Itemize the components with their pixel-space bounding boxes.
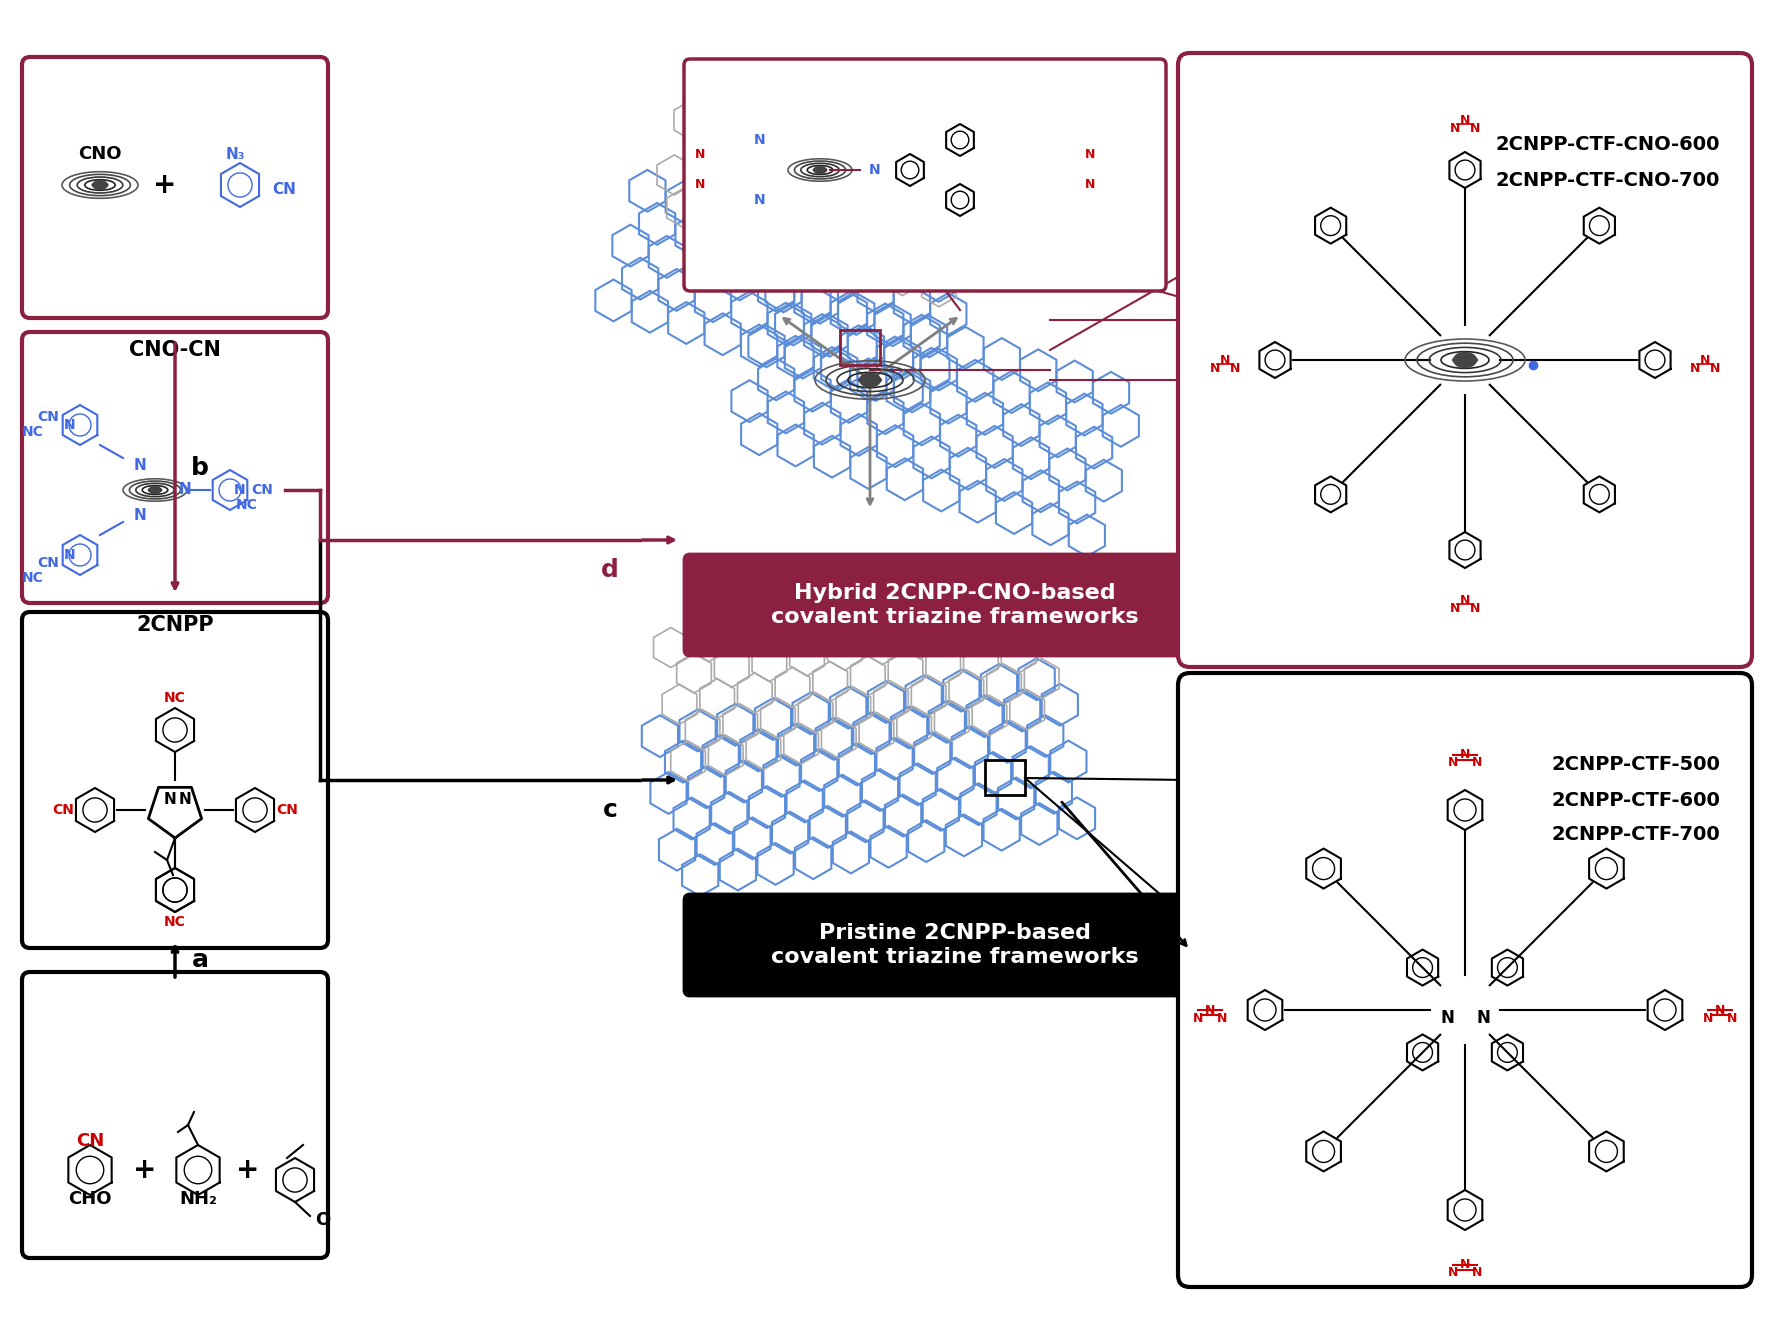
Text: N: N: [1469, 602, 1480, 615]
Text: N: N: [1085, 179, 1096, 192]
Text: CNO: CNO: [78, 144, 122, 163]
Text: N: N: [1460, 594, 1471, 607]
Text: CN: CN: [273, 183, 296, 197]
Text: N: N: [1448, 757, 1458, 770]
FancyBboxPatch shape: [1179, 53, 1752, 666]
FancyBboxPatch shape: [1179, 673, 1752, 1287]
Text: N: N: [1216, 1011, 1227, 1024]
Ellipse shape: [92, 180, 108, 191]
FancyBboxPatch shape: [21, 57, 327, 318]
Text: N: N: [1441, 1010, 1453, 1027]
Bar: [841, 330, 880, 364]
Text: N: N: [133, 457, 147, 473]
Text: NC: NC: [21, 571, 44, 586]
FancyBboxPatch shape: [21, 333, 327, 603]
Text: +: +: [133, 1155, 158, 1185]
Text: N: N: [1699, 354, 1710, 367]
Text: a: a: [191, 947, 209, 973]
Ellipse shape: [1453, 351, 1476, 368]
Text: 2CNPP-CTF-CNO-700: 2CNPP-CTF-CNO-700: [1496, 171, 1720, 189]
Text: d: d: [602, 558, 620, 582]
Text: N: N: [234, 484, 246, 497]
Text: N: N: [1715, 1003, 1726, 1016]
Text: CN: CN: [251, 484, 273, 497]
Text: N: N: [1710, 362, 1720, 375]
Text: 2CNPP: 2CNPP: [136, 615, 214, 635]
Text: N: N: [1690, 362, 1701, 375]
Text: N: N: [1211, 362, 1220, 375]
FancyBboxPatch shape: [683, 894, 1227, 996]
FancyBboxPatch shape: [683, 60, 1166, 292]
Ellipse shape: [149, 485, 161, 494]
Text: +: +: [237, 1155, 260, 1185]
Text: N: N: [133, 507, 147, 522]
Text: N: N: [64, 549, 76, 562]
Text: CN: CN: [37, 409, 58, 424]
Text: N: N: [1460, 749, 1471, 762]
Text: CN: CN: [276, 803, 297, 818]
Text: 2CNPP-CTF-500: 2CNPP-CTF-500: [1551, 755, 1720, 775]
FancyBboxPatch shape: [21, 612, 327, 947]
Text: N: N: [1450, 602, 1460, 615]
Text: NH₂: NH₂: [179, 1190, 218, 1208]
Ellipse shape: [858, 372, 881, 388]
Text: CN: CN: [51, 803, 74, 818]
Ellipse shape: [814, 166, 827, 175]
Text: c: c: [602, 798, 618, 822]
Text: CHO: CHO: [69, 1190, 112, 1208]
Text: N: N: [1473, 757, 1481, 770]
Text: N: N: [1230, 362, 1241, 375]
Text: b: b: [191, 456, 209, 480]
Text: NC: NC: [235, 498, 258, 511]
Text: N: N: [179, 482, 191, 497]
Text: N: N: [869, 163, 881, 178]
Text: N: N: [1450, 122, 1460, 135]
Text: N: N: [754, 132, 766, 147]
Text: Pristine 2CNPP-based
covalent triazine frameworks: Pristine 2CNPP-based covalent triazine f…: [772, 922, 1138, 967]
Text: N: N: [1193, 1011, 1204, 1024]
Text: CN: CN: [76, 1132, 104, 1150]
Text: NC: NC: [165, 916, 186, 929]
FancyBboxPatch shape: [21, 973, 327, 1257]
Text: CN: CN: [37, 556, 58, 570]
Text: CNO-CN: CNO-CN: [129, 341, 221, 360]
Text: 2CNPP-CTF-600: 2CNPP-CTF-600: [1551, 791, 1720, 810]
Text: NC: NC: [165, 692, 186, 705]
Text: N: N: [1220, 354, 1230, 367]
Text: 2CNPP-CTF-CNO-600: 2CNPP-CTF-CNO-600: [1496, 135, 1720, 155]
Text: O: O: [315, 1211, 331, 1230]
Text: N: N: [163, 792, 177, 807]
Text: N: N: [1476, 1010, 1490, 1027]
Text: N: N: [1448, 1267, 1458, 1280]
Text: Hybrid 2CNPP-CNO-based
covalent triazine frameworks: Hybrid 2CNPP-CNO-based covalent triazine…: [772, 583, 1138, 628]
Text: NC: NC: [21, 425, 44, 439]
Bar: [984, 761, 1025, 795]
Text: +: +: [154, 171, 177, 199]
Text: N: N: [1205, 1003, 1216, 1016]
Text: N: N: [1473, 1267, 1481, 1280]
Text: N: N: [1728, 1011, 1736, 1024]
Text: N: N: [1703, 1011, 1713, 1024]
Text: N: N: [696, 148, 704, 162]
Text: 2CNPP-CTF-700: 2CNPP-CTF-700: [1551, 825, 1720, 844]
Text: N₃: N₃: [225, 147, 244, 162]
Text: N: N: [754, 193, 766, 207]
Text: N: N: [1469, 122, 1480, 135]
Text: N: N: [1460, 114, 1471, 126]
Text: N: N: [179, 792, 191, 807]
FancyBboxPatch shape: [683, 554, 1227, 656]
Text: N: N: [1460, 1259, 1471, 1272]
Text: N: N: [696, 179, 704, 192]
Text: N: N: [1085, 148, 1096, 162]
Text: N: N: [64, 417, 76, 432]
